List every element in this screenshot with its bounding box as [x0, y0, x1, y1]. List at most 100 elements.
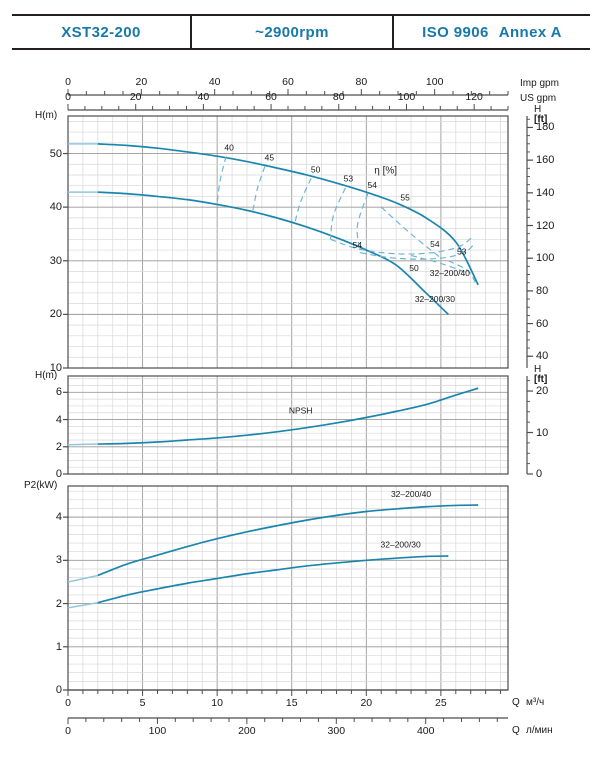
npsh-ytick-l-2: 2	[55, 440, 62, 453]
head-frame	[67, 115, 509, 369]
lmin-axis-q-symbol: Q	[512, 725, 520, 736]
lmin-axis-ticklabel-300: 300	[327, 725, 346, 737]
imp-gpm-axis-ticklabel-100: 100	[425, 76, 444, 88]
npsh-ylabel-right-2: [ft]	[534, 374, 548, 385]
imp-gpm-axis-unit: Imp gpm	[520, 78, 559, 89]
head-eta-label-4: 54	[368, 180, 378, 190]
head-ylabel-left: H(m)	[35, 110, 58, 121]
head-eta-label-6: 54	[430, 239, 440, 249]
us-gpm-axis-ticklabel-100: 100	[397, 91, 416, 103]
us-gpm-axis-ticklabel-40: 40	[197, 91, 210, 103]
m3h-axis-ticklabel-25: 25	[435, 697, 447, 709]
us-gpm-axis-ticklabel-20: 20	[129, 91, 142, 103]
power-ylabel-left: P2(kW)	[24, 480, 58, 491]
head-curve-0	[97, 143, 479, 286]
power-ytick-l-0: 0	[55, 684, 62, 696]
head-ytick-l-20: 20	[49, 308, 62, 321]
m3h-axis-ticklabel-0: 0	[65, 697, 71, 709]
npsh-ytick-ft-0: 0	[536, 468, 543, 480]
head-curve-1	[97, 191, 449, 315]
head-eta-axis-label: η [%]	[374, 165, 397, 176]
us-gpm-axis-ticklabel-0: 0	[65, 91, 71, 103]
m3h-axis-ticklabel-10: 10	[211, 697, 223, 709]
head-eta-label-2: 50	[311, 164, 321, 174]
imp-gpm-axis-ticklabel-80: 80	[355, 76, 368, 88]
header-speed: ~2900rpm	[192, 16, 394, 48]
head-eta-label-0: 40	[224, 142, 234, 152]
head-eta-isoline-45	[252, 166, 266, 211]
imp-gpm-axis-ticklabel-60: 60	[282, 76, 294, 88]
lmin-axis-ticklabel-0: 0	[65, 725, 71, 737]
head-curve-label-1: 32–200/30	[415, 294, 455, 304]
us-gpm-axis-ticklabel-120: 120	[465, 91, 483, 103]
head-ytick-ft-100: 100	[536, 252, 555, 265]
header-standard: ISO 9906 Annex A	[394, 16, 590, 48]
power-ytick-l-2: 2	[55, 597, 62, 610]
m3h-axis-ticklabel-5: 5	[139, 697, 146, 709]
power-curve-0	[97, 504, 479, 577]
head-eta-isoline-53-right	[448, 260, 476, 283]
npsh-ytick-ft-10: 10	[536, 426, 549, 439]
npsh-frame	[67, 375, 509, 475]
npsh-ytick-l-0: 0	[55, 468, 62, 480]
head-ytick-ft-140: 140	[536, 186, 555, 199]
m3h-axis-q-symbol: Q	[512, 697, 520, 708]
head-ytick-ft-120: 120	[536, 219, 555, 232]
imp-gpm-axis-ticklabel-0: 0	[65, 76, 71, 88]
header-bar: XST32-200 ~2900rpm ISO 9906 Annex A	[12, 14, 590, 50]
head-eta-label-8: 54	[353, 240, 363, 250]
head-ytick-l-40: 40	[49, 201, 62, 214]
head-ytick-l-50: 50	[49, 147, 62, 160]
npsh-ytick-l-4: 4	[55, 413, 62, 426]
head-eta-label-7: 53	[457, 246, 467, 256]
head-ytick-ft-80: 80	[536, 284, 549, 297]
head-eta-isoline-54-right	[410, 254, 464, 273]
head-eta-label-5: 55	[400, 193, 410, 203]
npsh-ytick-l-6: 6	[55, 386, 62, 399]
head-ytick-ft-160: 160	[536, 154, 555, 167]
npsh-curve-0	[97, 387, 479, 445]
head-ytick-ft-40: 40	[536, 350, 549, 363]
head-eta-label-3: 53	[344, 173, 354, 183]
head-eta-label-1: 45	[265, 153, 275, 163]
head-ytick-ft-60: 60	[536, 317, 549, 330]
lmin-axis-ticklabel-100: 100	[148, 725, 167, 737]
lmin-axis-unit: л/мин	[526, 725, 553, 736]
header-standard-code: ISO 9906	[422, 23, 489, 41]
head-eta-lobe-0	[360, 244, 475, 260]
head-ylabel-right-2: [ft]	[534, 114, 548, 125]
head-curve-label-0: 32–200/40	[430, 268, 470, 278]
npsh-curve-leadin-0	[67, 443, 98, 446]
head-eta-lobe-1	[330, 236, 473, 255]
head-eta-isoline-54	[356, 193, 369, 253]
head-ytick-ft-180: 180	[536, 121, 555, 134]
header-standard-annex: Annex A	[498, 23, 562, 41]
head-eta-isoline-55	[380, 206, 442, 259]
power-frame	[67, 485, 509, 691]
lmin-axis-ticklabel-400: 400	[416, 725, 435, 737]
power-curve-label-1: 32–200/30	[381, 539, 421, 549]
npsh-ytick-ft-20: 20	[536, 385, 549, 398]
head-eta-isoline-40	[216, 156, 227, 204]
power-curve-leadin-1	[67, 601, 98, 609]
head-ytick-l-30: 30	[49, 254, 62, 267]
power-curve-leadin-0	[67, 574, 98, 583]
header-model: XST32-200	[12, 16, 192, 48]
imp-gpm-axis-ticklabel-40: 40	[208, 76, 221, 88]
npsh-ylabel-left: H(m)	[35, 370, 58, 381]
head-eta-isoline-50	[294, 177, 312, 224]
power-ytick-l-3: 3	[55, 554, 62, 567]
head-eta-isoline-53	[329, 187, 346, 240]
us-gpm-axis-unit: US gpm	[520, 93, 557, 104]
power-curve-1	[97, 555, 449, 604]
npsh-curve-label: NPSH	[289, 405, 313, 415]
power-ytick-l-4: 4	[55, 511, 62, 524]
m3h-axis-ticklabel-20: 20	[360, 697, 373, 709]
us-gpm-axis-ticklabel-60: 60	[265, 91, 277, 103]
head-eta-label-9: 50	[409, 263, 419, 273]
m3h-axis-ticklabel-15: 15	[285, 697, 298, 709]
power-ytick-l-1: 1	[55, 640, 62, 653]
imp-gpm-axis-ticklabel-20: 20	[135, 76, 148, 88]
